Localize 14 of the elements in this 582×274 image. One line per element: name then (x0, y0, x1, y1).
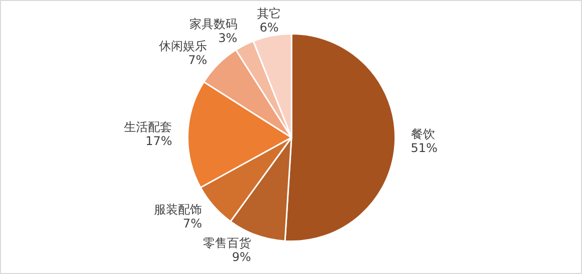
data-label: 17% (146, 134, 172, 148)
data-label: 9% (232, 250, 252, 264)
slice-label: 生活配套 (124, 120, 172, 134)
slice-label: 服装配饰 (154, 202, 202, 216)
slice-label: 零售百货 (203, 236, 252, 250)
slice-label: 其它 (257, 6, 282, 20)
slice-label: 餐饮 (410, 127, 435, 142)
slice-label: 家具数码 (189, 17, 238, 32)
data-label: 6% (260, 20, 279, 34)
data-label: 7% (182, 216, 202, 230)
data-label: 3% (218, 31, 238, 46)
data-label: 51% (410, 141, 438, 156)
data-label: 7% (188, 53, 208, 68)
slice-label: 休闲娱乐 (159, 39, 208, 54)
